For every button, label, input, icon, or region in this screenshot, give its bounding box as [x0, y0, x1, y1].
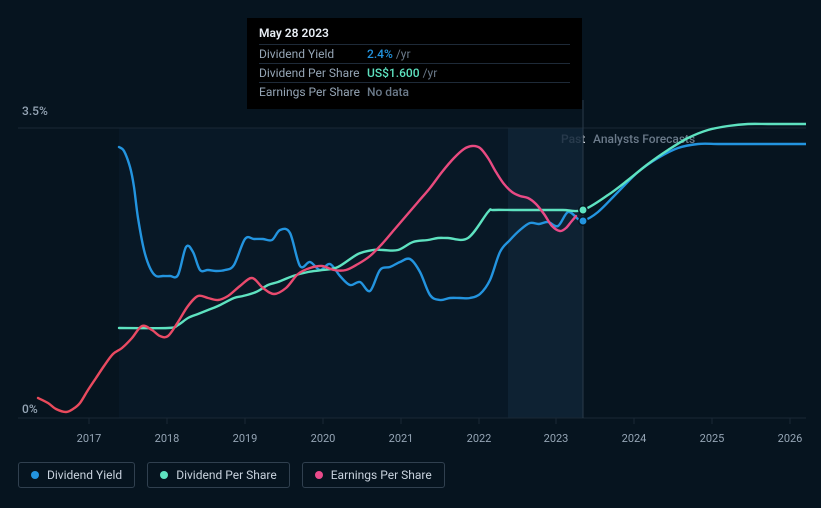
x-axis-year: 2023 — [544, 432, 569, 445]
legend-dot-icon — [31, 471, 39, 479]
x-axis-labels: 2017 2018 2019 2020 2021 2022 2023 2024 2025 2026 — [18, 432, 806, 448]
chart-area[interactable] — [18, 100, 806, 430]
tooltip-unit: /yr — [423, 66, 438, 80]
tooltip-row: Earnings Per Share No data — [259, 82, 570, 101]
x-axis-year: 2024 — [622, 432, 647, 445]
x-axis-year: 2022 — [467, 432, 492, 445]
tooltip-unit: /yr — [396, 47, 411, 61]
x-axis-year: 2025 — [700, 432, 725, 445]
legend-label: Earnings Per Share — [331, 468, 432, 482]
legend-label: Dividend Yield — [47, 468, 122, 482]
legend-item-earnings-per-share[interactable]: Earnings Per Share — [302, 462, 445, 488]
legend-dot-icon — [160, 471, 168, 479]
tooltip-row: Dividend Yield 2.4% /yr — [259, 44, 570, 63]
tooltip-date: May 28 2023 — [259, 24, 570, 44]
x-axis-year: 2017 — [77, 432, 102, 445]
chart-svg — [18, 100, 806, 430]
legend-label: Dividend Per Share — [176, 468, 277, 482]
legend: Dividend Yield Dividend Per Share Earnin… — [18, 462, 445, 488]
tooltip-row: Dividend Per Share US$1.600 /yr — [259, 63, 570, 82]
tooltip-label: Dividend Yield — [259, 47, 367, 61]
legend-dot-icon — [315, 471, 323, 479]
x-axis-year: 2020 — [311, 432, 336, 445]
tooltip-value: 2.4% — [367, 47, 393, 61]
x-axis-year: 2026 — [778, 432, 803, 445]
tooltip-label: Earnings Per Share — [259, 85, 367, 99]
legend-item-dividend-yield[interactable]: Dividend Yield — [18, 462, 135, 488]
tooltip-value: No data — [367, 85, 409, 99]
tooltip-label: Dividend Per Share — [259, 66, 367, 80]
x-axis-year: 2019 — [233, 432, 258, 445]
tooltip-value: US$1.600 — [367, 66, 420, 80]
x-axis-year: 2021 — [389, 432, 414, 445]
legend-item-dividend-per-share[interactable]: Dividend Per Share — [147, 462, 290, 488]
x-axis-year: 2018 — [155, 432, 180, 445]
hover-tooltip: May 28 2023 Dividend Yield 2.4% /yr Divi… — [247, 18, 582, 109]
